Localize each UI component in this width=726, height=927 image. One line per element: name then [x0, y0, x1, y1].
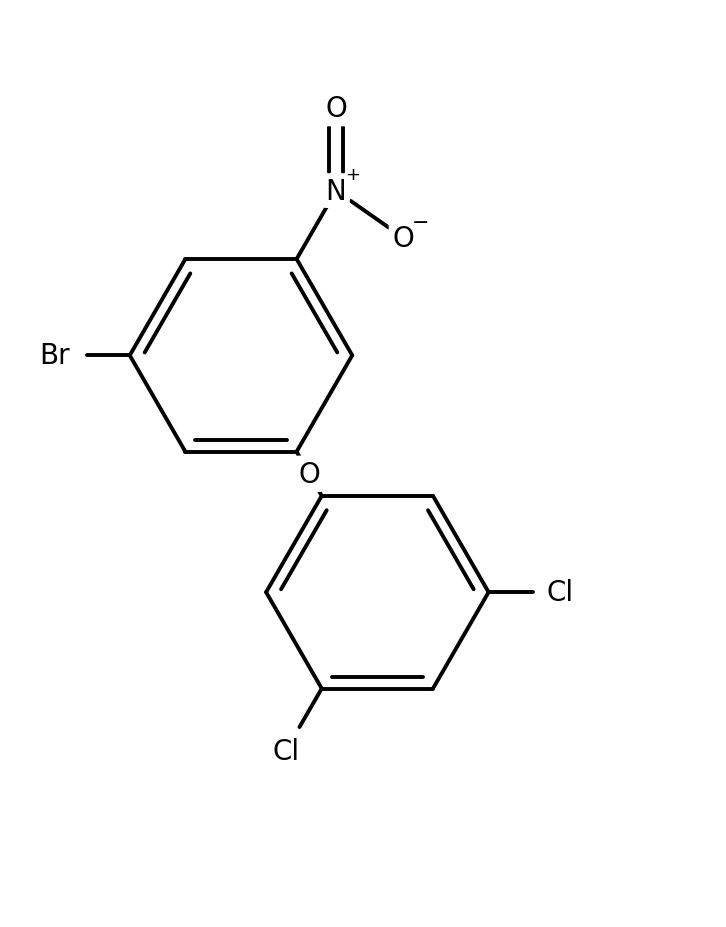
Text: O: O: [298, 461, 320, 489]
Text: −: −: [412, 213, 429, 233]
Text: O: O: [393, 224, 415, 253]
Text: Cl: Cl: [272, 737, 299, 765]
Text: O: O: [325, 95, 347, 123]
Text: N: N: [326, 177, 346, 206]
Text: +: +: [345, 166, 360, 184]
Text: Br: Br: [39, 342, 70, 370]
Text: Cl: Cl: [547, 578, 574, 606]
